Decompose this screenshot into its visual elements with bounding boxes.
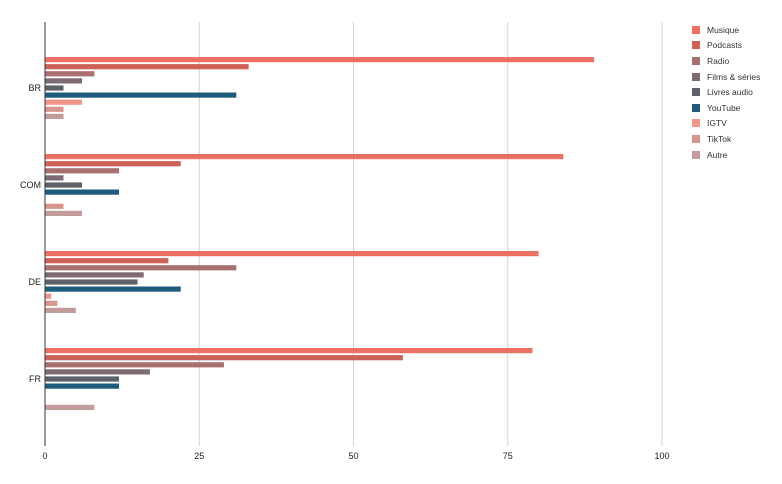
bar [45, 99, 83, 105]
bar [45, 258, 169, 264]
bar [45, 376, 120, 382]
x-tick-label: 50 [348, 451, 358, 461]
bar [45, 272, 144, 278]
bar [45, 189, 120, 195]
legend-item: Films & séries [692, 69, 760, 85]
bars [45, 57, 595, 410]
legend-swatch [692, 88, 700, 97]
bar [45, 113, 64, 119]
legend-item: TikTok [692, 131, 760, 147]
bar [45, 168, 120, 174]
legend-label: Films & séries [707, 71, 761, 82]
bar [45, 404, 95, 410]
bar [45, 293, 52, 299]
legend-swatch [692, 25, 700, 34]
gridlines [198, 22, 663, 446]
legend-item: IGTV [692, 116, 760, 132]
bar [45, 182, 83, 188]
legend-swatch [692, 72, 700, 81]
bar [45, 64, 249, 70]
bar [45, 71, 95, 77]
x-tick-label: 100 [654, 451, 669, 461]
bar [45, 106, 64, 112]
bar [45, 383, 120, 389]
x-axis-ticks: 0 25 50 75 100 [42, 451, 669, 461]
bar [45, 355, 403, 361]
legend-swatch [692, 41, 700, 50]
legend-label: YouTube [707, 102, 741, 113]
category-label: FR [29, 374, 41, 384]
bar [45, 369, 150, 375]
legend-item: Autre [692, 147, 760, 163]
bar [45, 57, 595, 63]
legend: Musique Podcasts Radio Films & séries Livres… [692, 22, 760, 162]
legend-item: Radio [692, 53, 760, 69]
bar [45, 210, 83, 216]
legend-swatch [692, 134, 700, 143]
legend-item: YouTube [692, 100, 760, 116]
bar [45, 348, 533, 354]
legend-label: Radio [707, 55, 730, 66]
bar [45, 161, 181, 167]
category-label: COM [20, 180, 41, 190]
legend-swatch [692, 150, 700, 159]
legend-label: IGTV [707, 118, 727, 129]
bar [45, 265, 237, 271]
bar [45, 175, 64, 181]
bar [45, 362, 224, 368]
bar [45, 92, 237, 98]
legend-label: Musique [707, 24, 740, 35]
legend-item: Musique [692, 22, 760, 38]
category-label: BR [28, 83, 41, 93]
legend-item: Livres audio [692, 84, 760, 100]
legend-swatch [692, 103, 700, 112]
x-tick-label: 25 [194, 451, 204, 461]
legend-swatch [692, 56, 700, 65]
bar [45, 154, 564, 160]
category-label: DE [28, 277, 41, 287]
bar [45, 286, 181, 292]
bar [45, 203, 64, 209]
legend-label: Podcasts [707, 40, 742, 51]
x-tick-label: 75 [503, 451, 513, 461]
legend-label: TikTok [707, 133, 732, 144]
bar [45, 78, 83, 84]
legend-label: Livres audio [707, 87, 753, 98]
legend-item: Podcasts [692, 38, 760, 54]
bar [45, 307, 76, 313]
bar [45, 300, 58, 306]
x-tick-label: 0 [42, 451, 47, 461]
y-axis-categories: BR COM DE FR [20, 83, 41, 384]
legend-label: Autre [707, 149, 728, 160]
bar [45, 85, 64, 91]
bar [45, 251, 539, 257]
legend-swatch [692, 119, 700, 128]
bar [45, 279, 138, 285]
